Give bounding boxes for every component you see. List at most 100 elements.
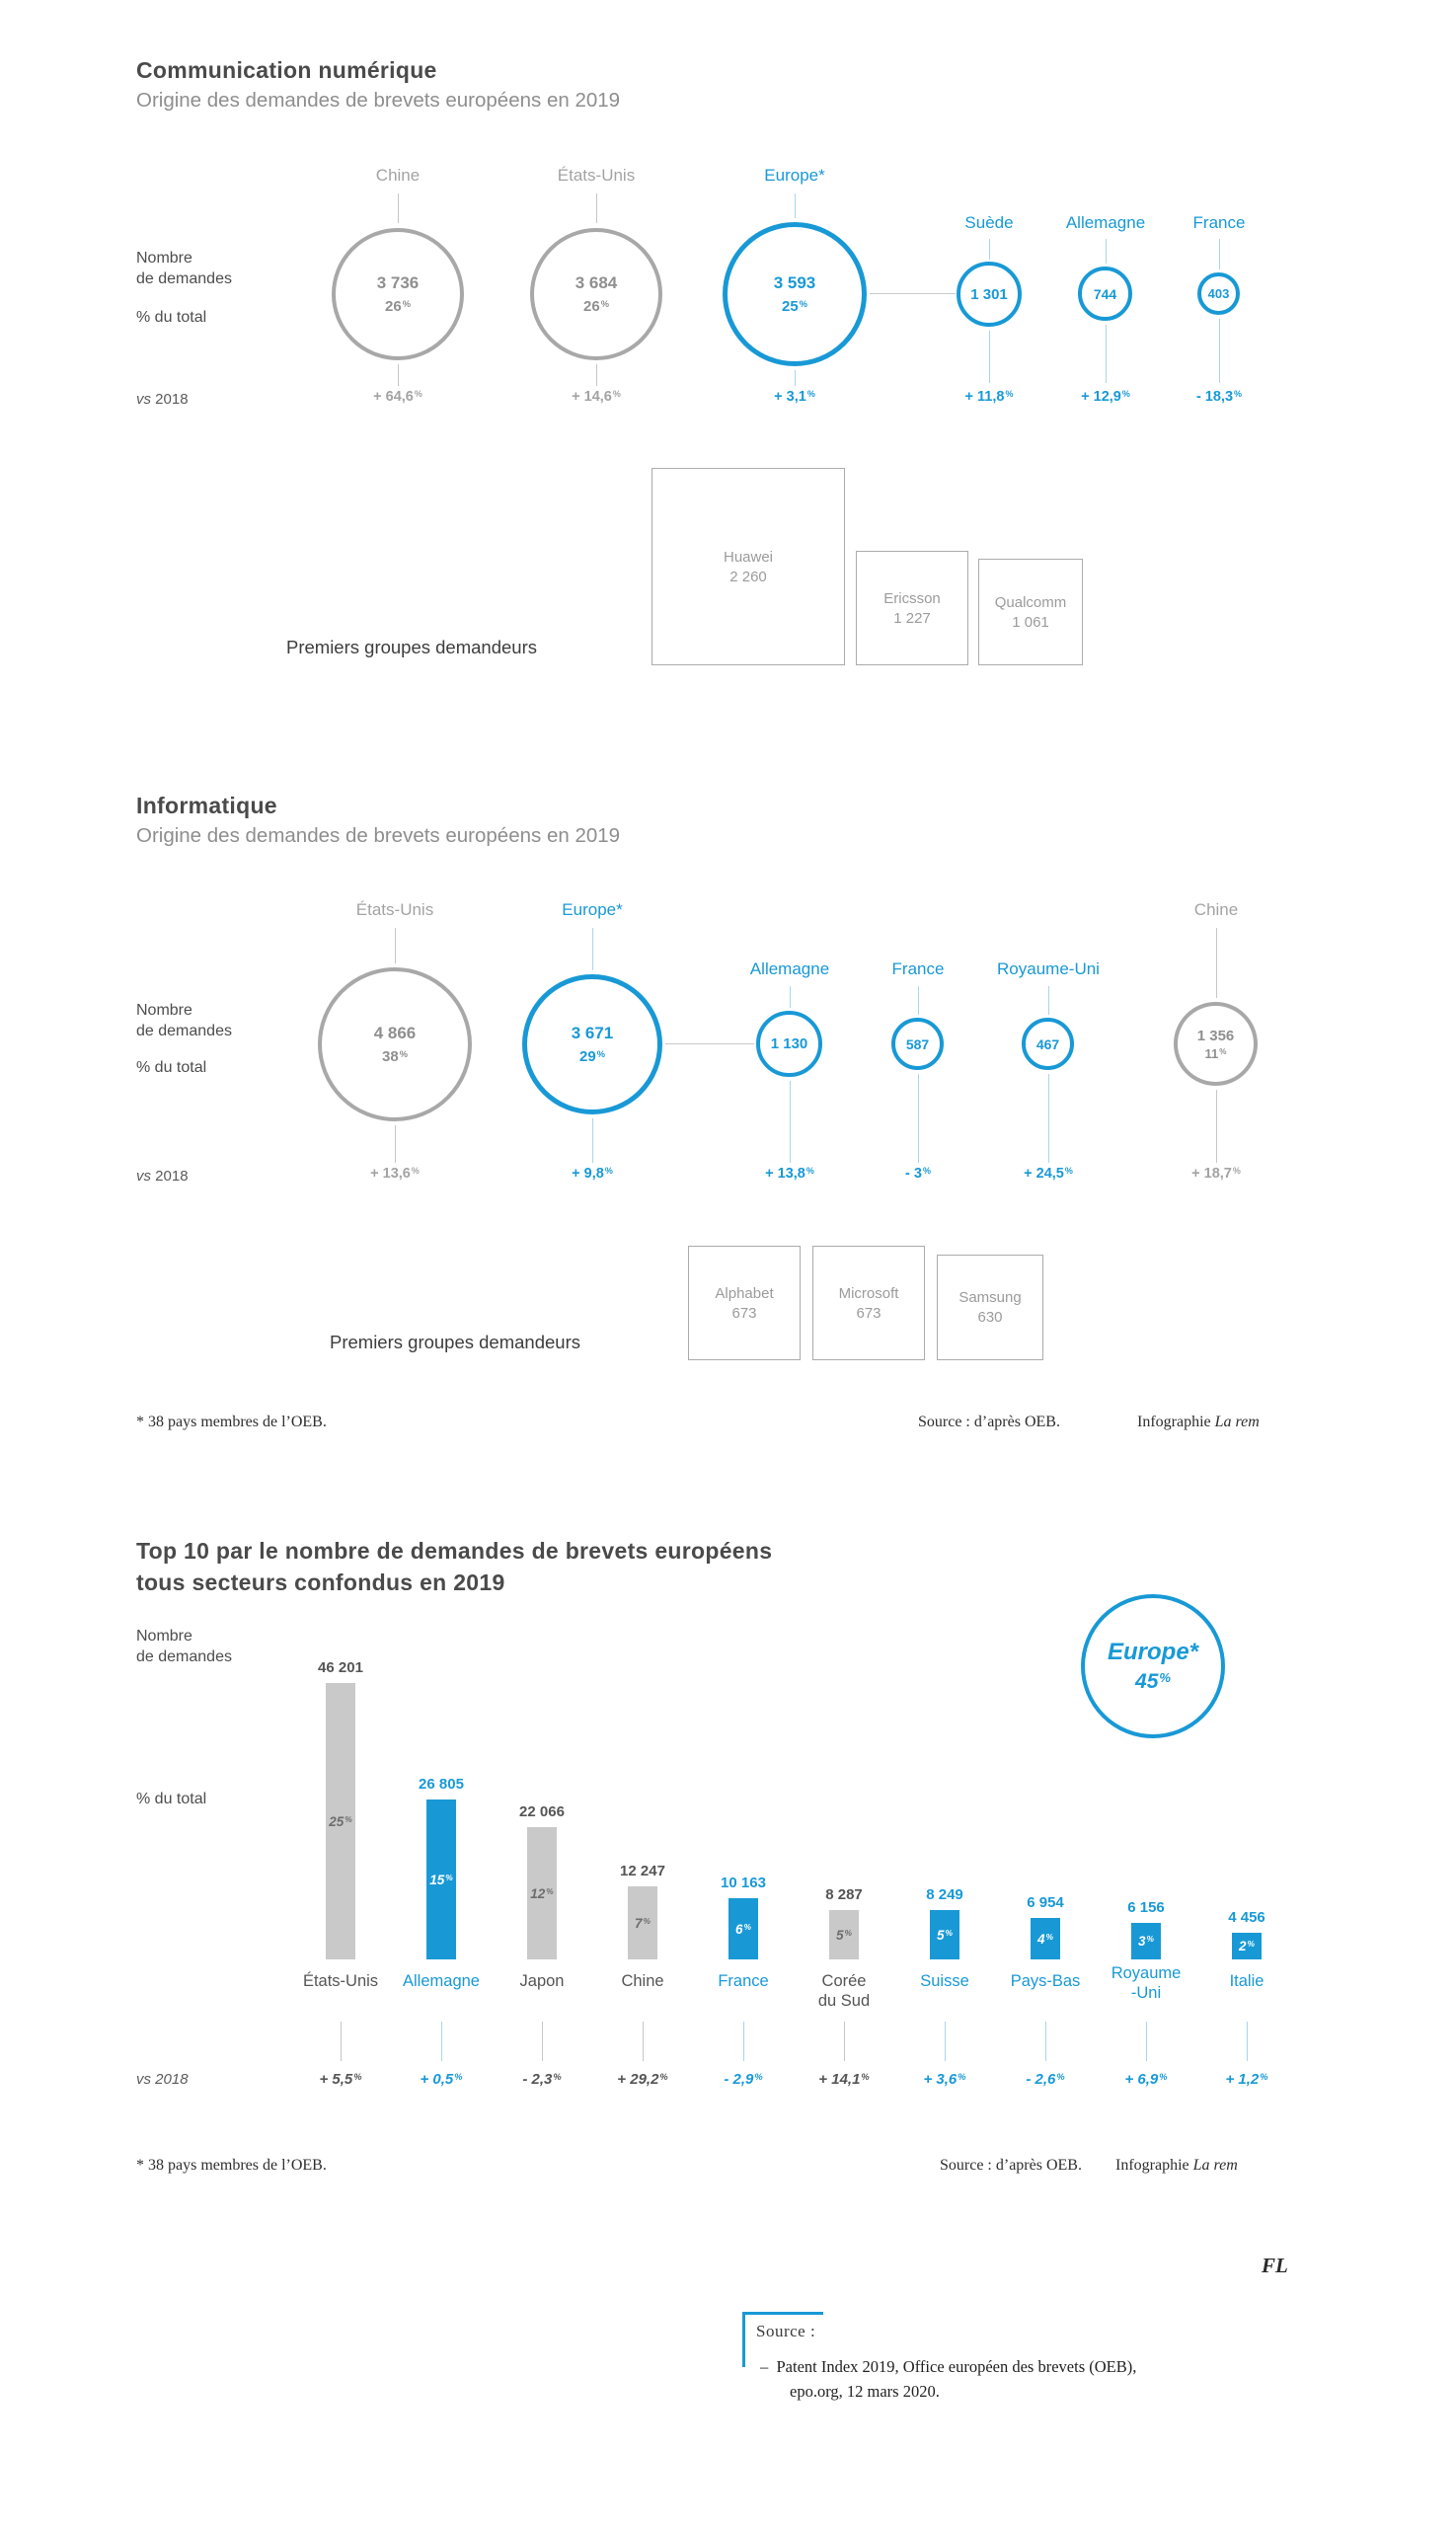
connector-line — [795, 370, 796, 386]
bar-value-label: 46 201 — [318, 1659, 363, 1676]
s2-vs-france: - 3% — [905, 1166, 931, 1183]
group-name: Qualcomm — [994, 593, 1067, 611]
connector-line — [1219, 319, 1220, 383]
s2-country-label-europe: Europe* — [562, 900, 623, 919]
s1-group-qualcomm: Qualcomm 1 061 — [978, 559, 1083, 665]
bubble-pct: 11% — [1204, 1045, 1227, 1061]
bar-col-suisse: 8 249 5% — [895, 1629, 994, 1959]
bar-pct-label: 15% — [429, 1872, 453, 1887]
tick-line — [441, 2022, 442, 2061]
bar-france: 6% — [728, 1898, 758, 1959]
s2-bubble-europe: 3 671 29% — [522, 974, 662, 1114]
s3-footnote-oeb: * 38 pays membres de l’OEB. — [136, 2157, 327, 2174]
bar-pct-label: 7% — [635, 1915, 651, 1931]
tick-line — [1247, 2022, 1248, 2061]
connector-line — [1048, 1074, 1049, 1163]
s3-axis-label-nombre: Nombre de demandes — [136, 1627, 232, 1668]
europe-badge-pct: 45% — [1135, 1670, 1171, 1693]
bubble-value: 3 593 — [773, 273, 816, 292]
bar-value-label: 12 247 — [620, 1863, 665, 1879]
bar-col-chine: 12 247 7% — [593, 1629, 692, 1959]
s3-footnote-infographie: Infographie La rem — [1115, 2157, 1238, 2174]
bar-pct-label: 12% — [530, 1885, 554, 1901]
s1-vs-europe: + 3,1% — [774, 389, 815, 406]
connector-line — [918, 1074, 919, 1163]
s1-country-label-europe: Europe* — [764, 166, 825, 185]
bubble-value: 3 671 — [571, 1024, 614, 1042]
s1-groups-label: Premiers groupes demandeurs — [286, 637, 537, 657]
group-name: Alphabet — [715, 1284, 774, 1302]
bar-pct-label: 25% — [329, 1813, 352, 1829]
section1-subtitle: Origine des demandes de brevets européen… — [136, 89, 621, 112]
bar-label-japon: Japon — [519, 1972, 565, 1990]
s2-country-label-allemagne: Allemagne — [749, 959, 830, 978]
bubble-value: 1 130 — [770, 1035, 808, 1052]
connector-line — [665, 1043, 754, 1044]
bubble-pct: 26% — [385, 298, 411, 315]
s2-group-samsung: Samsung 630 — [937, 1255, 1043, 1360]
bubble-value: 1 356 — [1196, 1027, 1235, 1044]
s1-country-label-chine: Chine — [375, 166, 421, 185]
bar-col-allemagne: 26 805 15% — [392, 1629, 491, 1959]
bar-col-japon: 22 066 12% — [493, 1629, 591, 1959]
group-name: Microsoft — [838, 1284, 899, 1302]
group-value: 1 061 — [1012, 613, 1049, 631]
bar-label-chine: Chine — [621, 1972, 664, 1990]
bar-japon: 12% — [527, 1827, 557, 1959]
bar-pct-label: 5% — [836, 1927, 852, 1943]
s2-vs-etats-unis: + 13,6% — [370, 1166, 420, 1183]
connector-line — [398, 193, 399, 223]
s2-footnote-infographie: Infographie La rem — [1137, 1414, 1260, 1430]
axis-label-line: Nombre — [136, 250, 192, 267]
s2-country-label-chine: Chine — [1193, 900, 1239, 919]
bar-label-coree-du-sud: Corée du Sud — [817, 1972, 871, 2010]
author-initials: FL — [1262, 2254, 1288, 2277]
s1-vs-france: - 18,3% — [1195, 389, 1243, 406]
s2-group-alphabet: Alphabet 673 — [688, 1246, 801, 1360]
s1-bubble-allemagne: 744 — [1078, 267, 1132, 321]
axis-label-line: de demandes — [136, 269, 232, 287]
s1-vs-2018-label: vs 2018 — [136, 391, 189, 408]
s3-vs-2018-label: vs 2018 — [136, 2071, 189, 2088]
s3-vs-chine: + 29,2% — [617, 2071, 668, 2088]
axis-label-line: Nombre — [136, 1628, 192, 1645]
tick-line — [844, 2022, 845, 2061]
bar-suisse: 5% — [930, 1910, 959, 1959]
s2-vs-europe: + 9,8% — [572, 1166, 613, 1183]
s2-bubble-allemagne: 1 130 — [756, 1011, 822, 1077]
s3-vs-royaume-uni: + 6,9% — [1124, 2071, 1168, 2088]
connector-line — [1106, 239, 1107, 264]
s3-vs-japon: - 2,3% — [522, 2071, 562, 2088]
bar-label-royaume-uni: Royaume -Uni — [1111, 1964, 1182, 2002]
bar-label-pays-bas: Pays-Bas — [1010, 1972, 1081, 1990]
s3-footnote-source: Source : d’après OEB. — [940, 2157, 1082, 2174]
bar-value-label: 6 954 — [1027, 1894, 1064, 1911]
bar-label-allemagne: Allemagne — [403, 1972, 480, 1990]
s1-bubble-chine: 3 736 26% — [332, 228, 464, 360]
bar-value-label: 4 456 — [1228, 1909, 1265, 1926]
bar-pct-label: 6% — [735, 1921, 751, 1937]
s2-footnote-oeb: * 38 pays membres de l’OEB. — [136, 1414, 327, 1430]
europe-badge-label: Europe* — [1107, 1639, 1198, 1665]
bar-col-france: 10 163 6% — [694, 1629, 793, 1959]
bar-pct-label: 2% — [1239, 1939, 1255, 1953]
s1-bubble-europe: 3 593 25% — [723, 222, 867, 366]
s2-footnote-source: Source : d’après OEB. — [918, 1414, 1060, 1430]
group-name: Ericsson — [883, 589, 941, 607]
s1-country-label-suede: Suède — [964, 213, 1014, 232]
bubble-value: 744 — [1093, 285, 1117, 302]
s3-vs-suisse: + 3,6% — [923, 2071, 966, 2088]
s3-vs-france: - 2,9% — [724, 2071, 763, 2088]
s2-country-label-france: France — [891, 959, 945, 978]
group-value: 673 — [731, 1304, 757, 1322]
connector-line — [1216, 928, 1217, 998]
connector-line — [918, 986, 919, 1015]
bubble-pct: 38% — [382, 1048, 408, 1065]
bar-pct-label: 5% — [937, 1927, 953, 1943]
section3-title-line1: Top 10 par le nombre de demandes de brev… — [136, 1538, 773, 1564]
bubble-pct: 29% — [579, 1048, 605, 1065]
s1-country-label-france: France — [1192, 213, 1246, 232]
s2-bubble-etats-unis: 4 866 38% — [318, 967, 472, 1121]
axis-label-line: de demandes — [136, 1022, 232, 1039]
